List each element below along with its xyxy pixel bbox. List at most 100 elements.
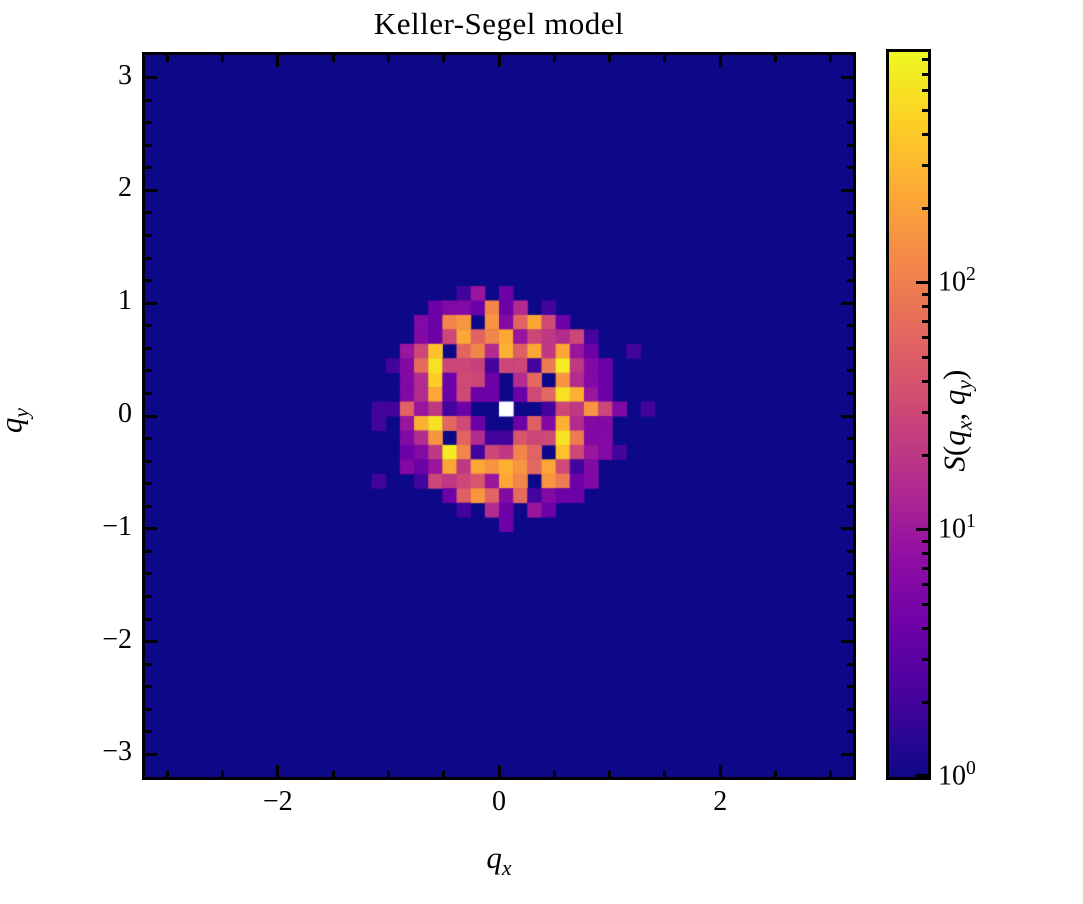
colorbar-label: S(qx, qy)	[936, 369, 977, 472]
x-minor-tick	[774, 55, 778, 62]
y-tick-label: −1	[102, 510, 132, 542]
x-minor-tick	[608, 770, 612, 777]
x-minor-tick	[442, 770, 446, 777]
y-minor-tick	[145, 437, 152, 441]
x-minor-tick	[663, 770, 667, 777]
y-minor-tick	[846, 98, 853, 102]
y-major-tick	[145, 752, 157, 756]
colorbar-tick-label: 100	[938, 758, 976, 792]
y-minor-tick	[145, 595, 152, 598]
colorbar-minor-tick	[921, 132, 928, 136]
y-minor-tick	[145, 346, 152, 350]
y-minor-tick	[846, 391, 853, 395]
y-minor-tick	[846, 504, 853, 508]
y-minor-tick	[846, 211, 853, 215]
x-minor-tick	[442, 55, 446, 62]
y-major-tick	[145, 188, 157, 192]
y-minor-tick	[846, 437, 853, 441]
colorbar-minor-tick	[921, 58, 928, 62]
x-minor-tick	[386, 55, 390, 62]
y-minor-tick	[846, 369, 853, 373]
y-major-tick	[841, 188, 853, 192]
colorbar-tick-label: 101	[938, 510, 976, 545]
x-tick-label: 2	[713, 786, 728, 817]
colorbar-minor-tick	[921, 566, 928, 570]
y-minor-tick	[846, 707, 853, 711]
colorbar-minor-tick	[921, 701, 928, 705]
y-minor-tick	[145, 256, 152, 260]
x-minor-tick	[386, 770, 390, 777]
x-major-tick	[497, 765, 501, 777]
y-major-tick	[145, 76, 157, 80]
y-major-tick	[841, 640, 853, 644]
y-minor-tick	[846, 685, 853, 689]
y-minor-tick	[145, 482, 152, 486]
colorbar-tick-label: 102	[938, 263, 976, 298]
y-minor-tick	[846, 166, 853, 170]
y-minor-tick	[145, 143, 152, 147]
y-minor-tick	[846, 279, 853, 283]
y-major-tick	[841, 301, 853, 305]
y-tick-label: 0	[118, 398, 132, 429]
y-tick-label: −3	[102, 736, 132, 768]
x-axis-label: qx	[486, 840, 512, 881]
y-minor-tick	[846, 121, 853, 125]
colorbar-minor-tick	[921, 336, 928, 340]
x-major-tick	[718, 55, 722, 67]
y-minor-tick	[145, 98, 152, 102]
colorbar-minor-tick	[921, 454, 928, 458]
y-major-tick	[841, 752, 853, 756]
colorbar-minor-tick	[921, 163, 928, 167]
y-minor-tick	[145, 234, 152, 237]
y-minor-tick	[846, 346, 853, 350]
colorbar-minor-tick	[921, 355, 928, 359]
y-tick-label: 2	[118, 172, 132, 204]
y-minor-tick	[145, 324, 152, 328]
y-major-tick	[145, 301, 157, 305]
y-minor-tick	[846, 256, 853, 260]
x-major-tick	[718, 765, 722, 777]
x-minor-tick	[220, 55, 224, 62]
y-minor-tick	[145, 391, 152, 395]
y-minor-tick	[145, 572, 152, 576]
colorbar-minor-tick	[921, 539, 928, 543]
y-major-tick	[145, 527, 157, 531]
colorbar-minor-tick	[921, 89, 928, 93]
y-major-tick	[841, 414, 853, 418]
y-axis-label: qy	[0, 408, 34, 433]
y-minor-tick	[145, 662, 152, 666]
y-major-tick	[145, 414, 157, 418]
y-minor-tick	[145, 504, 152, 508]
y-minor-tick	[846, 143, 853, 147]
colorbar-minor-tick	[921, 207, 928, 211]
x-minor-tick	[829, 770, 833, 777]
x-tick-label: 0	[492, 786, 506, 817]
y-minor-tick	[846, 482, 853, 486]
colorbar-minor-tick	[921, 583, 928, 587]
x-minor-tick	[331, 770, 335, 777]
colorbar-minor-tick	[921, 626, 928, 630]
plot-area	[142, 52, 856, 780]
colorbar-minor-tick	[921, 379, 928, 383]
x-minor-tick	[552, 55, 556, 62]
y-minor-tick	[145, 166, 152, 170]
x-minor-tick	[165, 55, 169, 62]
x-minor-tick	[331, 55, 335, 62]
x-minor-tick	[829, 55, 833, 62]
y-major-tick	[841, 76, 853, 80]
y-tick-label: −2	[102, 623, 132, 655]
colorbar-canvas	[889, 52, 928, 777]
colorbar-major-tick	[916, 281, 928, 285]
heatmap-canvas	[145, 55, 853, 777]
y-minor-tick	[846, 572, 853, 576]
y-minor-tick	[145, 459, 152, 463]
x-minor-tick	[774, 770, 778, 777]
x-minor-tick	[552, 770, 556, 777]
y-minor-tick	[145, 685, 152, 689]
y-minor-tick	[145, 617, 152, 621]
colorbar	[886, 49, 931, 780]
x-minor-tick	[663, 55, 667, 62]
y-minor-tick	[846, 459, 853, 463]
y-tick-label: 1	[118, 285, 132, 317]
